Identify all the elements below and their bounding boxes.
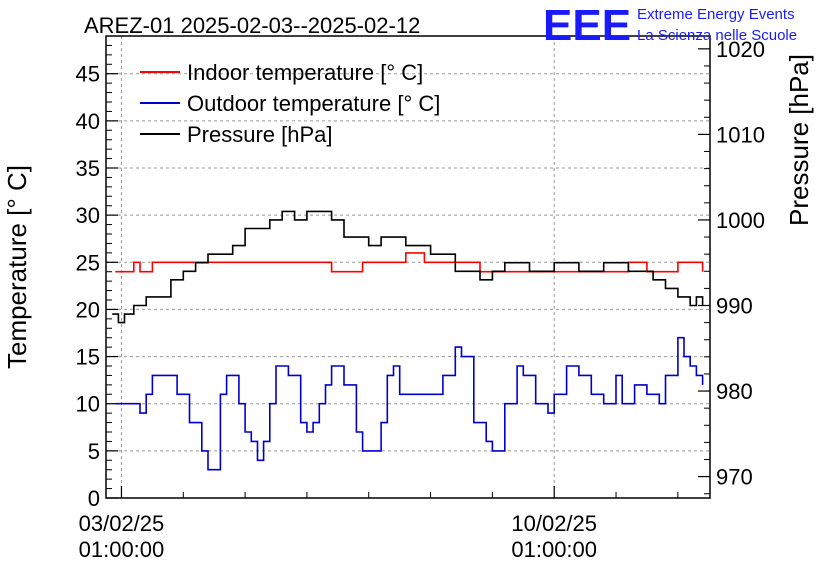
y-tick-label-left: 40: [76, 109, 100, 134]
x-tick-label-date: 10/02/25: [511, 511, 597, 536]
y-tick-label-right: 1020: [716, 37, 765, 62]
eee-logo: EEE Extreme Energy Events La Scienza nel…: [543, 1, 797, 50]
y-tick-label-right: 990: [716, 294, 753, 319]
series-line-2: [112, 210, 704, 324]
y-tick-label-left: 25: [76, 250, 100, 275]
eee-logo-line1: Extreme Energy Events: [637, 6, 795, 23]
eee-logo-line2: La Scienza nelle Scuole: [637, 27, 797, 44]
y-tick-label-left: 30: [76, 203, 100, 228]
y-tick-label-left: 5: [88, 439, 100, 464]
y-axis-label-right: Pressure [hPa]: [784, 54, 814, 226]
legend: Indoor temperature [° C] Outdoor temperat…: [140, 60, 440, 147]
y-tick-label-left: 0: [88, 486, 100, 511]
x-tick-label-date: 03/02/25: [79, 511, 165, 536]
legend-entry-1: Outdoor temperature [° C]: [187, 91, 440, 116]
chart-title: AREZ-01 2025-02-03--2025-02-12: [84, 13, 420, 38]
y-tick-label-left: 45: [76, 62, 100, 87]
y-tick-label-left: 10: [76, 392, 100, 417]
series-line-0: [115, 252, 704, 273]
x-tick-label-time: 01:00:00: [79, 537, 165, 562]
series-lines: [112, 210, 704, 471]
y-axis-label-left: Temperature [° C]: [2, 165, 32, 369]
y-tick-label-right: 1000: [716, 208, 765, 233]
series-line-1: [115, 336, 704, 471]
y-tick-label-left: 20: [76, 297, 100, 322]
eee-logo-mark: EEE: [543, 1, 631, 50]
axis-ticks: 0 5 10 15 20 25 30 35 40 45 970 980 990 1000 1010 1020 0…: [76, 37, 765, 562]
grid: [106, 36, 710, 498]
legend-entry-2: Pressure [hPa]: [187, 122, 333, 147]
y-tick-label-right: 980: [716, 379, 753, 404]
y-tick-label-left: 15: [76, 345, 100, 370]
legend-entry-0: Indoor temperature [° C]: [187, 60, 423, 85]
x-tick-label-time: 01:00:00: [511, 537, 597, 562]
y-tick-label-right: 1010: [716, 122, 765, 147]
y-tick-label-right: 970: [716, 465, 753, 490]
y-tick-label-left: 35: [76, 156, 100, 181]
plot-frame: [105, 35, 711, 499]
